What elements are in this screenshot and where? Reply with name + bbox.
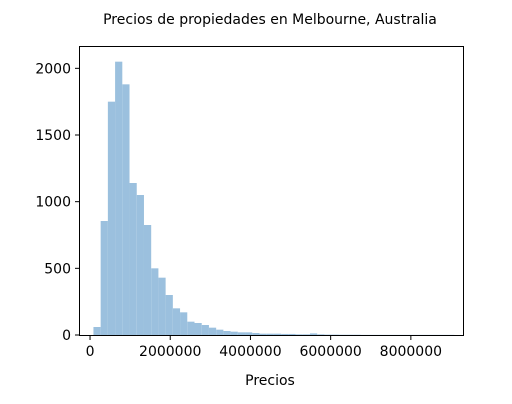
x-axis-label: Precios [245,373,295,389]
histogram-bar [100,221,108,335]
histogram-bar [252,333,260,335]
x-tick-label: 2000000 [139,344,201,360]
histogram-bar [245,332,253,335]
histogram-bar [180,312,188,335]
histogram-bar [223,331,231,335]
histogram-bar [302,334,310,335]
histogram-bar [194,323,202,335]
histogram-bar [259,333,267,335]
x-tick-label: 0 [86,344,95,360]
histogram-bar [237,332,246,335]
y-tick-label: 0 [62,328,71,344]
chart-title: Precios de propiedades en Melbourne, Aus… [103,12,437,28]
histogram-bar [201,325,209,335]
histogram-bar [172,308,181,335]
y-tick-label: 1500 [35,128,71,144]
histogram-bar [122,84,130,335]
histogram-bar [310,333,318,335]
x-tick-label: 6000000 [299,344,361,360]
y-tick-label: 2000 [35,61,71,77]
histogram-bar [216,329,224,335]
y-axis-ticks: 0 500 1000 1500 2000 [35,61,80,344]
histogram-bar [230,331,238,335]
histogram-bar [288,333,296,335]
histogram-bar [136,195,144,335]
x-axis-ticks: 0 2000000 4000000 6000000 8000000 [86,335,442,360]
histogram-bar [187,321,195,335]
histogram-bar [281,333,289,335]
y-tick-label: 500 [44,261,71,277]
histogram-bar [129,183,137,335]
histogram-bar [93,327,101,335]
histogram-bar [266,333,274,335]
histogram-bar [107,101,116,335]
histogram-bar [317,334,325,335]
histogram-bar [165,295,173,335]
plot-frame [79,46,464,336]
histogram-bar [143,225,152,335]
x-tick-label: 8000000 [380,344,442,360]
histogram-bars [93,61,455,336]
y-tick-label: 1000 [35,195,71,211]
histogram-bar [158,277,166,335]
histogram-bar [208,327,217,335]
x-tick-label: 4000000 [219,344,281,360]
histogram-bar [151,268,159,335]
histogram-bar [115,61,123,336]
histogram-bar [295,334,303,335]
histogram-bar [273,333,282,335]
